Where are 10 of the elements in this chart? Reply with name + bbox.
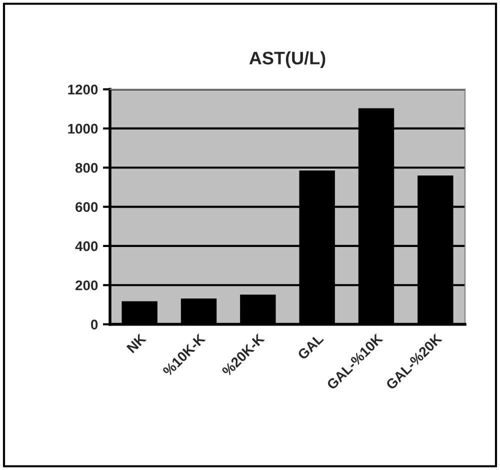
y-tick-label: 600 [76,202,98,212]
x-tick-label: NK [126,333,147,354]
y-tick-label: 0 [91,320,98,330]
y-tick-label: 400 [75,241,98,252]
y-tick-label: 1200 [68,84,98,94]
y-tick-label: 200 [76,280,98,290]
chart-title: AST(U/L) [249,51,326,68]
y-tick-label: 800 [75,162,98,173]
y-tick-label: 1000 [68,124,98,134]
x-tick-label: GAL [297,333,324,360]
